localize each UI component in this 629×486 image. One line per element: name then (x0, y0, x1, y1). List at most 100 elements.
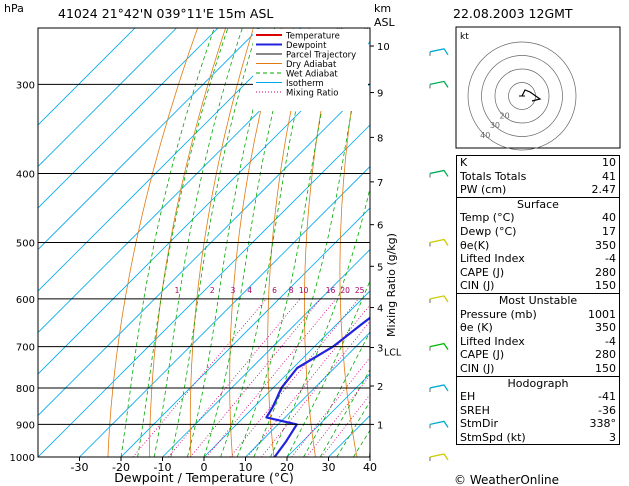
mixing-ratio-line (247, 304, 370, 457)
height-tick-label: 4 (377, 304, 383, 315)
index-value: -4 (605, 334, 616, 348)
dry-adiabat-line (107, 28, 199, 457)
index-row: StmSpd (kt) 3 (457, 431, 620, 445)
index-label: Pressure (mb) (460, 307, 537, 321)
isotherm-line (38, 28, 178, 168)
wind-barb-icon (429, 238, 449, 246)
index-row: PW (cm) 2.47 (457, 183, 620, 197)
index-row: StmDir 338° (457, 417, 620, 431)
index-row: CIN (J) 150 (457, 279, 620, 293)
wind-barb-icon (429, 420, 449, 428)
index-label: CAPE (J) (460, 265, 505, 279)
isotherm-line (38, 28, 302, 292)
dry-adiabat-line (229, 28, 282, 457)
index-label: θe (K) (460, 321, 493, 335)
wind-barb-icon (429, 453, 449, 461)
index-label: Temp (°C) (460, 211, 515, 225)
mixing-ratio-label: 2 (210, 286, 215, 295)
mixing-ratio-label: 25 (355, 286, 365, 295)
height-tick-label: 1 (377, 420, 383, 431)
legend-entry: Temperature (285, 32, 340, 42)
dry-adiabat-line (339, 28, 366, 457)
index-value: 3 (609, 430, 616, 444)
index-row: θe(K) 350 (457, 239, 620, 253)
km-label: km (374, 2, 391, 15)
datetime: 22.08.2003 12GMT (453, 6, 573, 21)
x-tick-label: 40 (363, 461, 377, 474)
height-tick-label: 10 (377, 42, 390, 53)
hodograph-ring-label: 40 (480, 131, 490, 140)
mixing-ratio-label: 8 (289, 286, 294, 295)
mixing-ratio-label: 10 (299, 286, 309, 295)
index-row: K 10 (457, 156, 620, 170)
isotherm-line (162, 248, 370, 457)
index-label: StmSpd (kt) (460, 430, 526, 444)
index-row: Pressure (mb) 1001 (457, 308, 620, 322)
x-axis-title: Dewpoint / Temperature (°C) (114, 470, 293, 485)
mixing-ratio-line (206, 298, 337, 457)
index-row: Totals Totals 41 (457, 170, 620, 184)
index-row: Dewp (°C) 17 (457, 225, 620, 239)
mixing-ratio-line (321, 393, 370, 457)
height-tick-label: 2 (377, 382, 383, 393)
mixing-ratio-label: 16 (326, 286, 336, 295)
section-header-row: Most Unstable (456, 292, 620, 308)
index-row: Lifted Index -4 (457, 252, 620, 266)
mixing-ratio-line (168, 298, 301, 457)
wet-adiabat-line (253, 28, 369, 457)
sounding-series (265, 316, 370, 457)
isotherm-line (203, 290, 370, 457)
index-value: -41 (598, 390, 616, 404)
index-label: PW (cm) (460, 183, 507, 197)
index-value: 280 (595, 348, 616, 362)
wet-adiabat-line (203, 28, 295, 457)
hodograph-ring (467, 41, 577, 151)
index-label: EH (460, 390, 476, 404)
wet-adiabat-line (236, 28, 340, 457)
asl-label: ASL (374, 16, 396, 29)
section-header-row: Surface (456, 196, 620, 212)
x-tick-label: 10 (239, 461, 253, 474)
isotherm-line (38, 28, 136, 126)
height-tick-label: 9 (377, 89, 383, 100)
hodograph-ring (494, 68, 550, 124)
pressure-tick-label: 300 (16, 80, 35, 91)
wet-adiabat-line (270, 186, 370, 457)
hodograph-kt-label: kt (460, 32, 469, 42)
section-title: Surface (456, 196, 620, 212)
hpa-label: hPa (4, 2, 24, 15)
section-title: Most Unstable (456, 292, 620, 308)
pressure-tick-label: 900 (16, 420, 35, 431)
series-line-dewpoint (265, 316, 370, 457)
x-tick-label: -20 (112, 461, 130, 474)
wind-barb-icon (429, 80, 449, 88)
mixing-ratio-axis-title: Mixing Ratio (g/kg) (385, 233, 398, 337)
index-row: EH -41 (457, 390, 620, 404)
index-value: 2.47 (591, 183, 617, 197)
legend-entry: Dewpoint (286, 41, 327, 51)
legend-entry: Isotherm (286, 79, 324, 89)
x-tick-label: 30 (322, 461, 336, 474)
index-label: SREH (460, 403, 490, 417)
index-label: Lifted Index (460, 252, 525, 266)
index-value: 1001 (588, 307, 616, 321)
dry-adiabat-line (189, 28, 254, 457)
height-tick-label: 7 (377, 178, 383, 189)
wind-barbs (429, 48, 449, 461)
height-tick-label: 3 (377, 344, 383, 355)
wet-adiabat-line (187, 28, 276, 457)
section-title: Hodograph (456, 375, 620, 391)
height-tick-label: 8 (377, 133, 383, 144)
legend-entry: Wet Adiabat (286, 70, 338, 80)
wind-barb-icon (429, 48, 449, 56)
index-row: CIN (J) 150 (457, 362, 620, 376)
mixing-ratio-label: 20 (340, 286, 350, 295)
isotherm-line (38, 82, 370, 417)
height-tick-label: 5 (377, 262, 383, 273)
pressure-tick-label: 800 (16, 384, 35, 395)
index-row: Temp (°C) 40 (457, 211, 620, 225)
index-row: SREH -36 (457, 404, 620, 418)
wet-adiabat-line (120, 28, 215, 457)
index-value: 338° (589, 417, 617, 431)
